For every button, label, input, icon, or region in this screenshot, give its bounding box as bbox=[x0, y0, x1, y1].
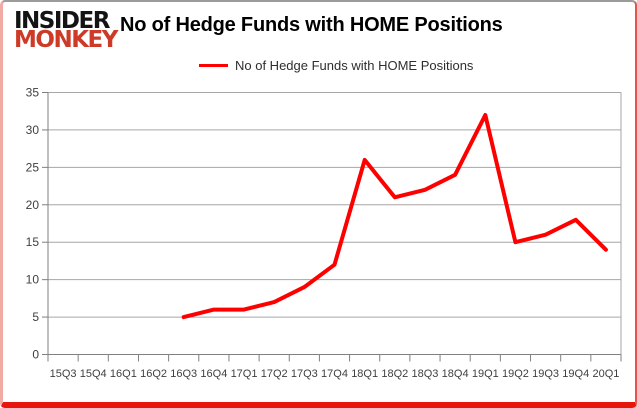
x-tick-label: 19Q3 bbox=[532, 368, 559, 380]
x-tick-label: 15Q3 bbox=[50, 368, 77, 380]
plot-area: 0 5 10 15 20 25 30 35 15Q3 15Q4 16Q1 16Q2 16Q3 16Q4 17… bbox=[3, 2, 635, 402]
y-tick-label: 25 bbox=[26, 160, 40, 174]
x-tick-label: 19Q1 bbox=[472, 368, 499, 380]
x-tick-label: 18Q3 bbox=[412, 368, 439, 380]
y-tick-label: 30 bbox=[26, 123, 40, 137]
x-tick-label: 18Q4 bbox=[442, 368, 469, 380]
x-tick-label: 17Q2 bbox=[261, 368, 288, 380]
x-tick-label: 18Q1 bbox=[351, 368, 378, 380]
y-tick-label: 0 bbox=[32, 348, 39, 362]
x-tick-label: 18Q2 bbox=[381, 368, 408, 380]
logo-text-monkey: MONKEY bbox=[14, 26, 118, 53]
x-tick-label: 19Q2 bbox=[502, 368, 529, 380]
legend-line-swatch bbox=[199, 64, 228, 67]
y-tick-label: 20 bbox=[26, 198, 40, 212]
x-tick-label: 16Q2 bbox=[140, 368, 167, 380]
y-tick-label: 10 bbox=[26, 273, 40, 287]
chart-title: No of Hedge Funds with HOME Positions bbox=[120, 14, 503, 36]
x-tick-label: 17Q1 bbox=[231, 368, 258, 380]
logo-text-insider: INSIDER bbox=[14, 8, 110, 34]
series-line bbox=[181, 113, 608, 320]
legend: No of Hedge Funds with HOME Positions bbox=[199, 58, 473, 73]
x-tick-label: 17Q4 bbox=[321, 368, 348, 380]
x-tick-label: 16Q4 bbox=[200, 368, 227, 380]
x-tick-label: 19Q4 bbox=[562, 368, 589, 380]
x-tick-label: 16Q3 bbox=[170, 368, 197, 380]
legend-label: No of Hedge Funds with HOME Positions bbox=[235, 58, 474, 73]
insider-monkey-logo: INSIDER MONKEY bbox=[14, 8, 118, 53]
x-tick-label: 15Q4 bbox=[80, 368, 107, 380]
x-tick-label: 16Q1 bbox=[110, 368, 137, 380]
x-tick-label: 17Q3 bbox=[291, 368, 318, 380]
y-tick-label: 15 bbox=[26, 235, 40, 249]
y-tick-label: 5 bbox=[32, 310, 39, 324]
x-tick-label: 20Q1 bbox=[592, 368, 619, 380]
line-chart-svg: 0 5 10 15 20 25 30 35 15Q3 15Q4 16Q1 16Q2 16Q3 16Q4 17… bbox=[26, 86, 622, 380]
y-tick-label: 35 bbox=[26, 86, 40, 100]
